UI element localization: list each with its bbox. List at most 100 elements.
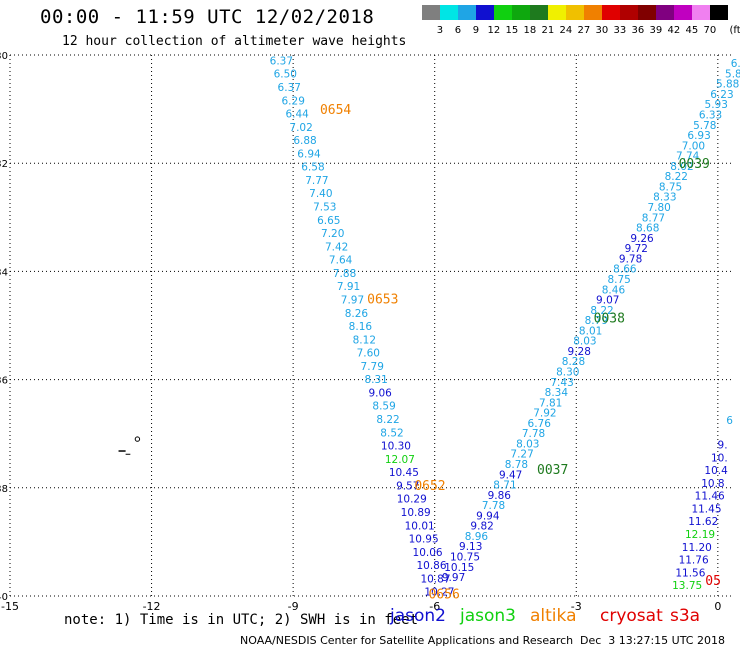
pass-label: 05 bbox=[705, 574, 721, 589]
wave-height-value: 8.28 bbox=[562, 356, 585, 368]
color-swatch bbox=[548, 5, 566, 20]
legend-entry: jason2 bbox=[390, 606, 446, 626]
wave-height-value: 10.4 bbox=[704, 465, 728, 477]
color-scale-label: 12 bbox=[487, 25, 501, 36]
wave-height-value: 9.07 bbox=[596, 295, 619, 307]
color-swatch bbox=[458, 5, 476, 20]
wave-height-value: 7.92 bbox=[533, 408, 556, 420]
wave-height-value: 8.22 bbox=[376, 414, 399, 426]
color-swatch bbox=[530, 5, 548, 20]
color-swatch bbox=[656, 5, 674, 20]
footer-note: note: 1) Time is in UTC; 2) SWH is in fe… bbox=[64, 612, 419, 628]
wave-height-value: 9.26 bbox=[630, 233, 654, 245]
legend-entry: jason3 bbox=[460, 606, 516, 626]
wave-height-value: 11.76 bbox=[679, 555, 709, 567]
color-swatch bbox=[674, 5, 692, 20]
wave-height-value: 8.68 bbox=[636, 223, 659, 235]
lat-tick-label: -36 bbox=[0, 376, 8, 387]
wave-height-value: 10.89 bbox=[401, 507, 431, 519]
wave-height-value: 10. bbox=[711, 452, 728, 464]
wave-height-value: 12.07 bbox=[385, 454, 415, 466]
wave-height-value: 8.59 bbox=[372, 401, 395, 413]
wave-height-value: 9.13 bbox=[459, 541, 482, 553]
color-scale-label: 18 bbox=[523, 25, 537, 36]
lat-tick-label: -32 bbox=[0, 159, 8, 170]
legend-entry: altika bbox=[530, 606, 577, 626]
wave-height-value: 7.53 bbox=[313, 202, 336, 214]
wave-height-value: 7.60 bbox=[357, 348, 380, 360]
wave-height-value: 9.47 bbox=[499, 469, 522, 481]
pass-label: 0652 bbox=[414, 479, 445, 494]
wave-height-value: 9.86 bbox=[488, 490, 512, 502]
lon-tick-label: 0 bbox=[714, 600, 721, 613]
wave-height-value: 11.56 bbox=[675, 567, 705, 579]
wave-height-value: 5.78 bbox=[693, 120, 716, 132]
wave-height-value: 6.33 bbox=[699, 110, 722, 122]
pass-label: 0039 bbox=[679, 157, 710, 172]
wave-height-value: 8.12 bbox=[353, 334, 376, 346]
color-swatch bbox=[566, 5, 584, 20]
wave-height-value: 10.15 bbox=[444, 562, 474, 574]
wave-height-value: 8.71 bbox=[493, 480, 516, 492]
wave-height-value: 8.03 bbox=[573, 336, 596, 348]
color-scale-unit: (ft) bbox=[729, 25, 740, 36]
wave-height-value: 7.43 bbox=[550, 377, 573, 389]
color-scale-label: 21 bbox=[541, 25, 555, 36]
wave-height-value: 6.44 bbox=[285, 109, 309, 121]
wave-height-value: 8.79 bbox=[585, 315, 608, 327]
island-marker bbox=[134, 436, 141, 442]
wave-height-value: 10.45 bbox=[389, 467, 419, 479]
wave-height-value: 8.78 bbox=[505, 459, 528, 471]
color-scale-label: 30 bbox=[595, 25, 609, 36]
wave-height-value: 7.02 bbox=[289, 122, 312, 134]
page-title: 00:00 - 11:59 UTC 12/02/2018 bbox=[40, 6, 375, 28]
wave-height-value: 9.78 bbox=[619, 253, 642, 265]
wave-height-value: 8.77 bbox=[642, 212, 665, 224]
wave-height-value: 6.65 bbox=[317, 215, 340, 227]
wave-height-value: 8.66 bbox=[613, 264, 637, 276]
wave-height-value: 7.77 bbox=[305, 175, 328, 187]
wave-height-value: 7.64 bbox=[329, 255, 353, 267]
wave-height-value: 6.3 bbox=[731, 58, 740, 70]
wave-height-value: 8.31 bbox=[364, 374, 387, 386]
color-swatch bbox=[494, 5, 512, 20]
wave-height-value: 8.26 bbox=[345, 308, 369, 320]
color-scale-label: 39 bbox=[649, 25, 663, 36]
lat-tick-label: -40 bbox=[0, 592, 8, 603]
color-swatch bbox=[602, 5, 620, 20]
wave-height-value: 8.16 bbox=[349, 321, 373, 333]
wave-height-value: 7.20 bbox=[321, 228, 344, 240]
pass-label: 0038 bbox=[594, 311, 625, 326]
pass-label: 0656 bbox=[428, 587, 459, 602]
wave-height-value: 8.75 bbox=[659, 181, 682, 193]
color-swatch bbox=[620, 5, 638, 20]
color-scale-label: 42 bbox=[667, 25, 681, 36]
color-swatch bbox=[584, 5, 602, 20]
lat-tick-label: -34 bbox=[0, 267, 8, 278]
lat-tick-label: -30 bbox=[0, 51, 8, 62]
page-subtitle: 12 hour collection of altimeter wave hei… bbox=[62, 34, 407, 49]
wave-height-value: 8.22 bbox=[665, 171, 688, 183]
wave-height-value: 6 bbox=[726, 415, 733, 427]
wave-height-value: 10.95 bbox=[409, 534, 439, 546]
wave-height-value: 9.97 bbox=[442, 572, 465, 584]
legend-entry: s3a bbox=[670, 606, 701, 626]
color-swatch bbox=[512, 5, 530, 20]
pass-label: 0654 bbox=[320, 103, 351, 118]
color-scale-label: 70 bbox=[703, 25, 717, 36]
wave-height-value: 11.62 bbox=[688, 516, 718, 528]
lon-tick-label: -6 bbox=[429, 600, 440, 613]
wave-height-value: 9.06 bbox=[368, 387, 392, 399]
wave-height-value: 5.8 bbox=[725, 68, 740, 80]
wave-height-value: 7.80 bbox=[647, 202, 670, 214]
color-scale-label: 15 bbox=[505, 25, 519, 36]
wave-height-value: 6.76 bbox=[528, 418, 552, 430]
wave-height-value: 6.29 bbox=[282, 95, 305, 107]
wave-height-value: 8.22 bbox=[590, 305, 613, 317]
wave-height-value: 10.75 bbox=[450, 552, 480, 564]
wave-height-value: 7.74 bbox=[676, 151, 700, 163]
wave-height-value: 8.46 bbox=[602, 284, 626, 296]
lat-tick-label: -38 bbox=[0, 484, 8, 495]
wave-height-value: 6.93 bbox=[687, 130, 710, 142]
wave-height-value: 7.00 bbox=[682, 140, 705, 152]
